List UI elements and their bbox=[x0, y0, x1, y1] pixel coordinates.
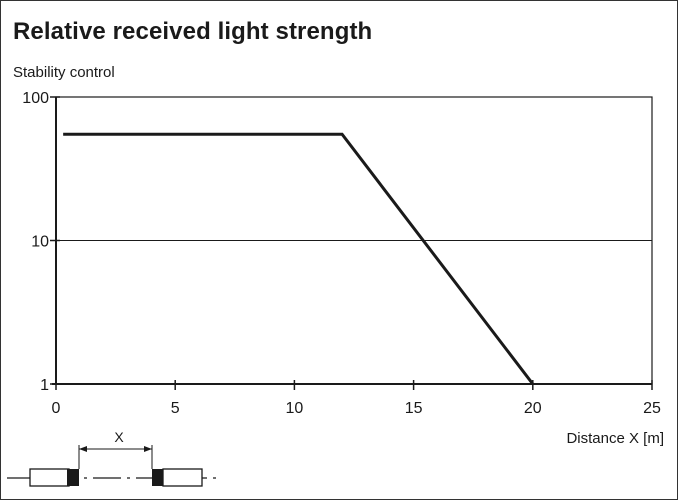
diagram-x-label: X bbox=[114, 429, 124, 445]
x-tick-label: 15 bbox=[405, 400, 423, 417]
dimension-arrow-right bbox=[144, 446, 152, 452]
sender-housing bbox=[29, 468, 70, 487]
chart-title: Relative received light strength bbox=[13, 18, 373, 45]
series-line-0 bbox=[63, 132, 534, 385]
x-tick-label: 10 bbox=[286, 400, 304, 417]
y-axis-label: Stability control bbox=[13, 64, 115, 81]
x-tick-label: 20 bbox=[524, 400, 542, 417]
y-tick-label: 1 bbox=[40, 377, 49, 394]
receiver-housing bbox=[162, 468, 203, 487]
x-tick-label: 5 bbox=[171, 400, 180, 417]
sender-lens bbox=[67, 469, 79, 486]
y-tick-label: 100 bbox=[22, 90, 49, 107]
x-axis-label: Distance X [m] bbox=[566, 430, 664, 447]
receiver-lens bbox=[152, 469, 164, 486]
x-tick-label: 25 bbox=[643, 400, 661, 417]
distance-diagram: X bbox=[7, 429, 217, 487]
y-tick-label: 10 bbox=[31, 234, 49, 251]
x-tick-label: 0 bbox=[52, 400, 61, 417]
dimension-arrow-left bbox=[79, 446, 87, 452]
